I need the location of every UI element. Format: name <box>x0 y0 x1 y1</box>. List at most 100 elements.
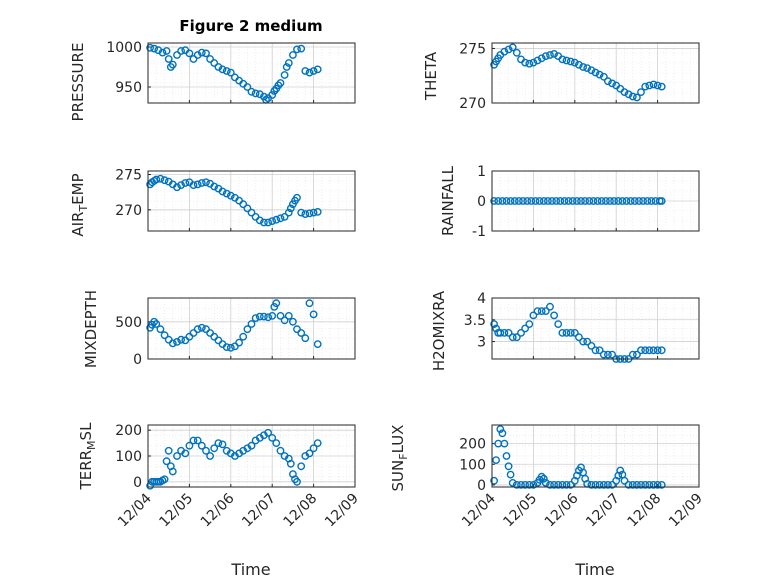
data-point <box>527 197 536 205</box>
data-point <box>541 307 550 315</box>
data-point <box>626 197 635 205</box>
data-point <box>579 337 587 346</box>
panel-mixdepth: 0 500 <box>115 297 356 368</box>
ylabel-terr-msl-part2: SL <box>77 422 95 441</box>
data-point <box>597 197 606 205</box>
data-point <box>251 314 260 322</box>
data-point <box>579 63 587 71</box>
data-point <box>152 175 161 184</box>
data-point <box>197 179 206 187</box>
data-point <box>164 446 173 455</box>
axes-frame-terr-msl <box>147 424 356 488</box>
data-point <box>210 59 219 67</box>
data-point <box>508 43 517 52</box>
ylabel-sun-flux-part1: SUN <box>389 460 407 492</box>
data-point <box>645 346 654 355</box>
data-point <box>614 197 623 205</box>
data-point <box>500 439 509 448</box>
data-point <box>185 441 194 450</box>
y-tick-label: -1 <box>472 224 486 240</box>
data-point <box>573 197 581 205</box>
data-point <box>504 45 513 54</box>
y-tick-label: 1000 <box>106 40 142 56</box>
data-point <box>156 325 165 334</box>
data-point <box>280 212 289 221</box>
data-point <box>558 480 567 489</box>
data-point <box>235 338 244 347</box>
data-point <box>189 436 198 445</box>
data-point <box>293 325 301 334</box>
data-point <box>508 478 517 487</box>
data-point <box>537 472 546 481</box>
data-point <box>604 350 612 359</box>
data-point <box>173 337 181 346</box>
plot-area-pressure <box>148 43 355 103</box>
data-point <box>604 480 612 489</box>
data-point <box>504 328 513 337</box>
data-point <box>525 480 534 489</box>
data-point <box>494 197 503 205</box>
y-tick-label: 950 <box>115 80 142 96</box>
data-point <box>492 456 500 464</box>
data-point <box>602 197 610 205</box>
data-point <box>202 446 210 455</box>
data-point <box>222 343 231 351</box>
data-point <box>202 178 210 187</box>
ylabel-terr-msl-part1: TERR <box>77 450 95 491</box>
data-point <box>566 328 575 337</box>
data-point <box>533 56 542 65</box>
data-point <box>264 428 272 437</box>
data-point <box>243 325 252 334</box>
data-point <box>305 449 314 458</box>
data-point <box>160 475 169 484</box>
data-point <box>150 317 159 326</box>
data-point <box>490 320 498 328</box>
data-point <box>558 55 567 64</box>
data-point <box>226 343 235 352</box>
data-point <box>541 52 550 60</box>
data-point <box>173 51 181 59</box>
ylabel-air-temp-part1: AIR <box>69 212 87 237</box>
data-point <box>313 65 322 74</box>
plot-area-sun-flux <box>492 425 699 487</box>
data-point <box>587 66 596 75</box>
data-point <box>523 197 532 205</box>
data-point <box>653 480 662 489</box>
data-point <box>628 480 637 489</box>
data-point <box>313 340 322 348</box>
data-point <box>595 346 604 355</box>
data-point <box>618 197 627 205</box>
axes-frame-sun-flux <box>491 424 700 488</box>
data-point <box>566 57 575 66</box>
axes-frame-pressure <box>147 42 356 104</box>
data-point <box>616 466 625 475</box>
ylabel-sun-flux-sub: F <box>397 453 410 459</box>
data-point <box>537 54 546 63</box>
data-point <box>539 474 548 483</box>
data-point <box>628 92 637 101</box>
data-point <box>189 329 198 337</box>
y-tick-label: 275 <box>115 168 142 184</box>
data-point <box>550 311 558 320</box>
data-point <box>657 346 666 355</box>
data-point <box>297 329 306 337</box>
data-point <box>628 350 637 359</box>
data-point <box>606 197 614 205</box>
data-point <box>649 480 658 489</box>
data-point <box>259 218 268 227</box>
data-point <box>305 209 314 218</box>
y-tick-label: 0 <box>133 475 142 491</box>
y-tick-label: 200 <box>459 437 486 453</box>
data-point <box>512 333 521 342</box>
ylabel-sun-flux-part2: LUX <box>389 425 407 454</box>
data-point <box>218 65 227 74</box>
data-point <box>529 480 538 489</box>
data-point <box>309 444 318 453</box>
data-point <box>620 476 629 485</box>
data-point <box>255 312 264 321</box>
data-point <box>599 350 608 359</box>
data-point <box>162 47 171 55</box>
data-point <box>500 47 509 56</box>
y-tick-label: 1 <box>477 164 486 180</box>
data-point <box>146 43 155 52</box>
